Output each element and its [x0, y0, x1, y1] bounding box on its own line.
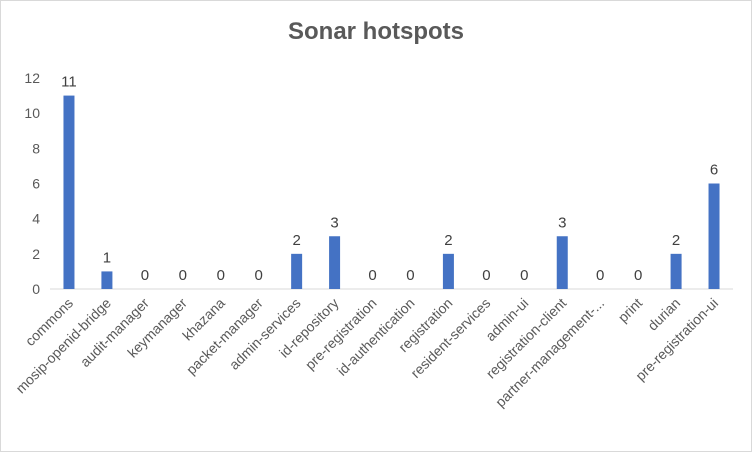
data-label: 0 — [141, 267, 149, 284]
data-label: 3 — [330, 214, 338, 231]
y-tick-label: 12 — [24, 70, 40, 86]
bar — [670, 253, 682, 289]
y-tick-label: 0 — [32, 281, 40, 297]
data-label: 0 — [634, 267, 642, 284]
data-label: 0 — [406, 267, 414, 284]
bar — [556, 236, 568, 289]
data-label: 0 — [179, 267, 187, 284]
y-tick-label: 4 — [32, 211, 40, 227]
bar — [63, 95, 75, 289]
data-label: 3 — [558, 214, 566, 231]
data-label: 0 — [482, 267, 490, 284]
bar — [708, 183, 720, 289]
y-tick-label: 10 — [24, 105, 40, 121]
bar — [291, 253, 303, 289]
data-label: 0 — [368, 267, 376, 284]
data-label: 1 — [103, 249, 111, 266]
bar — [101, 271, 113, 289]
y-tick-label: 2 — [32, 246, 40, 262]
data-label: 2 — [292, 232, 300, 249]
bar — [329, 236, 341, 289]
data-label: 0 — [520, 267, 528, 284]
data-label: 2 — [672, 232, 680, 249]
data-label: 0 — [596, 267, 604, 284]
data-label: 0 — [255, 267, 263, 284]
data-label: 2 — [444, 232, 452, 249]
x-tick-label: print — [615, 295, 646, 326]
bar — [442, 253, 454, 289]
data-label: 6 — [710, 162, 718, 179]
data-label: 0 — [217, 267, 225, 284]
chart-title: Sonar hotspots — [287, 18, 464, 45]
data-label: 11 — [61, 74, 77, 91]
y-tick-label: 6 — [32, 176, 40, 192]
y-tick-label: 8 — [32, 140, 40, 156]
